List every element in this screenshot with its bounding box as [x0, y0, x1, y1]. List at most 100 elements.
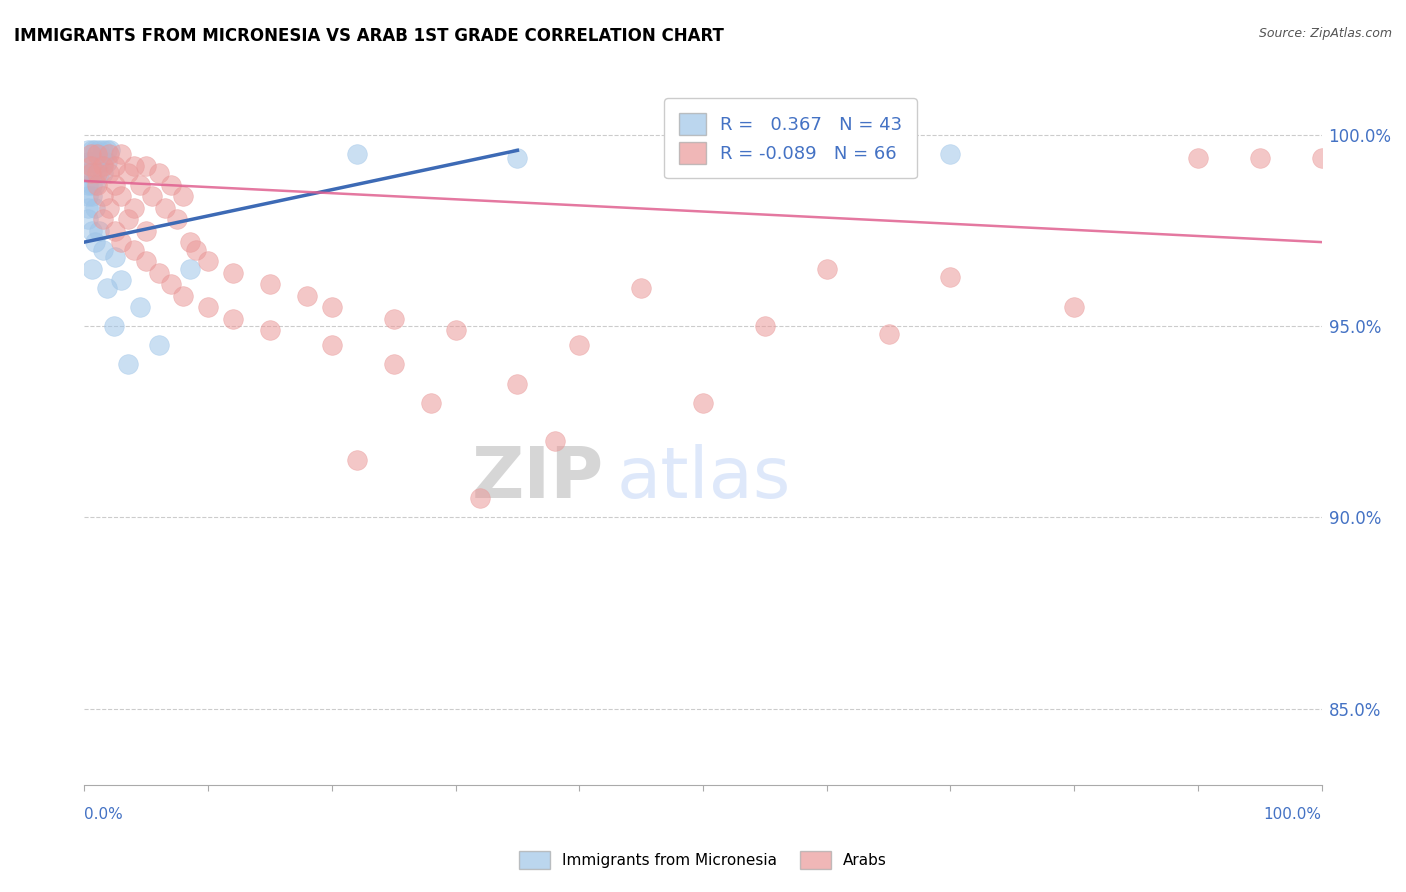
Point — [346, 453, 368, 467]
Point — [98, 201, 121, 215]
Point — [77, 212, 100, 227]
Point — [148, 266, 170, 280]
Point — [96, 281, 118, 295]
Point — [96, 144, 118, 158]
Point — [84, 201, 107, 215]
Point — [141, 189, 163, 203]
Point — [321, 338, 343, 352]
Point — [1187, 151, 1209, 165]
Point — [80, 166, 103, 180]
Point — [179, 235, 201, 249]
Point — [110, 235, 132, 249]
Point — [86, 166, 108, 180]
Legend: R =   0.367   N = 43, R = -0.089   N = 66: R = 0.367 N = 43, R = -0.089 N = 66 — [664, 98, 917, 178]
Point — [80, 224, 103, 238]
Point — [197, 254, 219, 268]
Point — [129, 178, 152, 192]
Point — [382, 358, 405, 372]
Point — [470, 491, 492, 506]
Point — [160, 178, 183, 192]
Point — [222, 311, 245, 326]
Point — [89, 154, 111, 169]
Text: 0.0%: 0.0% — [84, 807, 124, 822]
Point — [79, 166, 101, 180]
Point — [103, 319, 125, 334]
Point — [222, 266, 245, 280]
Point — [98, 147, 121, 161]
Point — [630, 281, 652, 295]
Point — [104, 178, 127, 192]
Point — [91, 243, 114, 257]
Point — [122, 159, 145, 173]
Point — [84, 166, 107, 180]
Point — [89, 166, 111, 180]
Point — [79, 147, 101, 161]
Point — [80, 144, 103, 158]
Point — [104, 224, 127, 238]
Point — [77, 189, 100, 203]
Point — [122, 243, 145, 257]
Point — [110, 147, 132, 161]
Point — [184, 243, 207, 257]
Point — [117, 212, 139, 227]
Point — [259, 277, 281, 292]
Point — [84, 235, 107, 249]
Point — [80, 261, 103, 276]
Point — [84, 154, 107, 169]
Point — [86, 147, 108, 161]
Point — [153, 201, 176, 215]
Point — [877, 326, 900, 341]
Point — [148, 166, 170, 180]
Point — [939, 147, 962, 161]
Point — [77, 178, 100, 192]
Text: IMMIGRANTS FROM MICRONESIA VS ARAB 1ST GRADE CORRELATION CHART: IMMIGRANTS FROM MICRONESIA VS ARAB 1ST G… — [14, 27, 724, 45]
Point — [104, 251, 127, 265]
Point — [86, 178, 108, 192]
Point — [98, 144, 121, 158]
Point — [117, 166, 139, 180]
Point — [506, 376, 529, 391]
Point — [80, 189, 103, 203]
Point — [1310, 151, 1333, 165]
Text: Source: ZipAtlas.com: Source: ZipAtlas.com — [1258, 27, 1392, 40]
Point — [89, 144, 111, 158]
Point — [382, 311, 405, 326]
Point — [91, 144, 114, 158]
Point — [543, 434, 565, 448]
Text: atlas: atlas — [616, 444, 790, 513]
Point — [444, 323, 467, 337]
Point — [506, 151, 529, 165]
Point — [148, 338, 170, 352]
Point — [259, 323, 281, 337]
Point — [80, 154, 103, 169]
Point — [77, 166, 100, 180]
Point — [84, 178, 107, 192]
Point — [129, 300, 152, 314]
Point — [179, 261, 201, 276]
Point — [84, 144, 107, 158]
Point — [77, 154, 100, 169]
Point — [91, 166, 114, 180]
Point — [135, 254, 157, 268]
Point — [110, 189, 132, 203]
Point — [172, 288, 194, 302]
Point — [419, 395, 441, 409]
Point — [91, 159, 114, 173]
Point — [172, 189, 194, 203]
Point — [110, 273, 132, 287]
Point — [117, 358, 139, 372]
Point — [754, 319, 776, 334]
Point — [96, 154, 118, 169]
Point — [568, 338, 591, 352]
Point — [321, 300, 343, 314]
Point — [815, 261, 838, 276]
Point — [122, 201, 145, 215]
Point — [77, 201, 100, 215]
Point — [346, 147, 368, 161]
Point — [166, 212, 188, 227]
Point — [1063, 300, 1085, 314]
Text: 100.0%: 100.0% — [1264, 807, 1322, 822]
Point — [939, 269, 962, 284]
Point — [91, 154, 114, 169]
Point — [135, 159, 157, 173]
